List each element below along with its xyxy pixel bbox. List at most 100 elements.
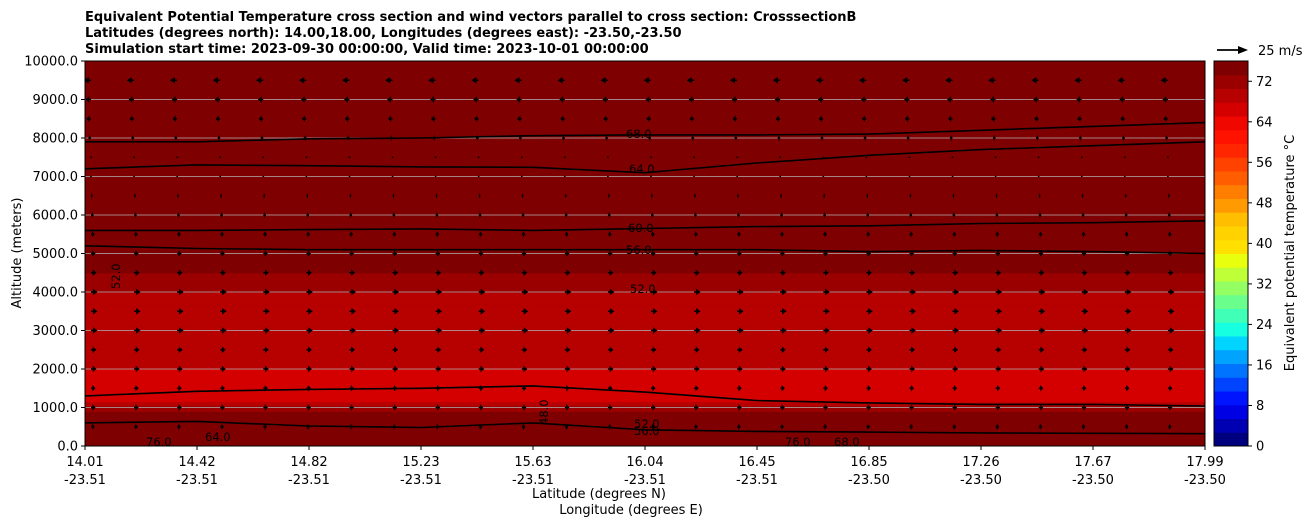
field-band [85, 282, 1205, 285]
wind-vector [651, 404, 656, 411]
field-band [85, 430, 1205, 434]
wind-vector [306, 250, 311, 257]
wind-vector [780, 288, 787, 296]
wind-vector [860, 96, 867, 103]
wind-vector [521, 308, 529, 315]
wind-vector [777, 134, 781, 142]
field-band [85, 361, 1205, 364]
wind-vector [952, 192, 955, 199]
wind-vector [521, 327, 529, 334]
wind-vector [349, 423, 354, 430]
wind-vector [521, 211, 525, 219]
wind-vector [1079, 134, 1082, 142]
wind-vector [562, 134, 565, 142]
colorbar-segment [1214, 212, 1248, 227]
field-band [85, 317, 1205, 320]
wind-vector [952, 346, 959, 353]
x-tick-label-lon: -23.51 [400, 473, 442, 488]
field-band [85, 182, 1205, 185]
wind-vector [866, 269, 872, 276]
wind-vector [349, 231, 354, 238]
wind-vector [1081, 365, 1088, 373]
wind-vector [134, 423, 138, 430]
wind-vector [823, 269, 829, 276]
field-band [85, 228, 1205, 231]
wind-vector [564, 346, 571, 353]
wind-vector [909, 327, 916, 334]
wind-vector [349, 327, 356, 334]
y-tick-label: 8000.0 [33, 132, 79, 147]
quiver-key-label: 25 m/s [1258, 44, 1303, 59]
field-band [85, 436, 1205, 439]
field-band [85, 74, 1205, 77]
field-band [85, 232, 1205, 235]
wind-vector [909, 231, 914, 238]
wind-vector [995, 288, 1003, 296]
contour-label: 56.0 [626, 243, 652, 257]
wind-vector [651, 192, 653, 199]
wind-vector [301, 115, 307, 122]
field-band [85, 365, 1205, 368]
field-band [85, 138, 1205, 141]
field-band [85, 172, 1205, 176]
wind-vector [220, 327, 227, 334]
wind-vector [473, 96, 479, 103]
field-band [85, 374, 1205, 378]
wind-vector [564, 365, 571, 373]
wind-vector [133, 175, 135, 178]
field-band [85, 116, 1205, 120]
wind-vector [134, 404, 139, 411]
field-band [85, 345, 1205, 349]
field-band [85, 268, 1205, 272]
wind-vector [607, 175, 609, 178]
wind-vector [564, 250, 570, 257]
colorbar-tick-label: 32 [1256, 277, 1273, 292]
x-tick-label-lon: -23.51 [512, 473, 554, 488]
wind-vector [1167, 192, 1170, 199]
wind-vector [1167, 175, 1169, 178]
wind-vector [306, 288, 313, 296]
field-band [85, 411, 1205, 414]
wind-vector [263, 385, 268, 392]
field-band [85, 378, 1205, 382]
wind-vector [478, 250, 484, 257]
field-band [85, 103, 1205, 106]
x-tick-label-lon: -23.51 [288, 473, 330, 488]
wind-vector [516, 96, 522, 103]
x-tick-label-lon: -23.50 [1072, 473, 1114, 488]
field-band [85, 164, 1205, 168]
wind-vector [1035, 134, 1039, 142]
wind-vector [823, 327, 830, 334]
wind-vector [1038, 211, 1042, 219]
field-band [85, 392, 1205, 395]
wind-vector [1076, 96, 1082, 103]
field-band [85, 155, 1205, 158]
wind-vector [263, 250, 268, 257]
wind-vector [564, 211, 568, 219]
wind-vector [951, 156, 954, 159]
wind-vector [91, 404, 96, 411]
colorbar-segment [1214, 267, 1248, 282]
wind-vector [780, 365, 786, 373]
wind-vector [564, 288, 572, 296]
y-tick-label: 3000.0 [33, 324, 79, 339]
field-band [85, 382, 1205, 385]
field-band [85, 263, 1205, 266]
wind-vector [952, 327, 959, 334]
wind-vector [600, 77, 608, 84]
field-band [85, 128, 1205, 131]
colorbar-segment [1214, 157, 1248, 172]
x-tick-label-lon: -23.50 [848, 473, 890, 488]
wind-vector [994, 175, 997, 178]
field-band [85, 218, 1205, 222]
wind-vector [736, 156, 739, 159]
wind-vector [737, 365, 743, 373]
wind-vector [651, 211, 654, 219]
field-band [85, 338, 1205, 341]
wind-vector [694, 250, 699, 257]
wind-vector [823, 288, 830, 296]
wind-vector [945, 77, 953, 84]
field-band [85, 209, 1205, 212]
wind-vector [866, 327, 873, 334]
wind-vector [263, 211, 267, 219]
